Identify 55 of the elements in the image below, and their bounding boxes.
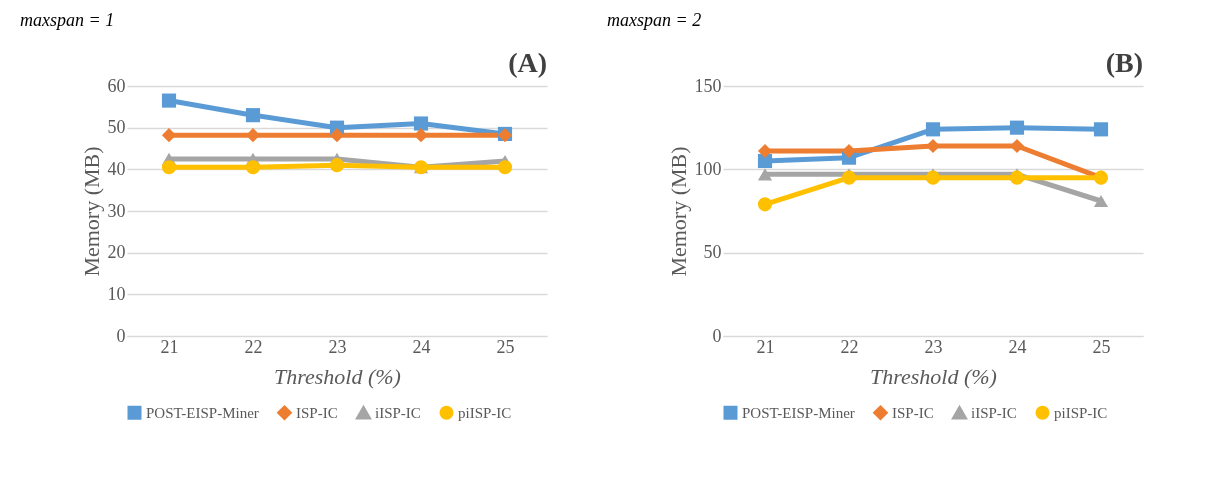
legend-label: POST-EISP-Miner [742,404,855,421]
point [161,160,177,175]
y-tick-label: 60 [107,75,126,96]
text: (B) [1105,47,1143,78]
point [161,93,177,108]
legend-label: ISP-IC [296,404,338,421]
point [757,197,773,212]
chart-title: maxspan = 2 [607,10,702,30]
x-tick-label: 24 [412,336,431,357]
text: (A) [508,47,547,78]
y-tick-label: 20 [107,242,126,263]
x-tick-label: 23 [924,336,943,357]
y-tick-label: 10 [107,283,126,304]
legend-label: piISP-IC [1054,404,1108,421]
x-tick-label: 25 [496,336,515,357]
chart-title: maxspan = 1 [20,10,115,30]
x-tick-label: 24 [1008,336,1027,357]
y-tick-label: 0 [712,325,722,346]
point [925,122,941,137]
point [245,108,261,123]
x-axis-title: Threshold (%) [274,363,401,389]
x-tick-label: 21 [160,336,179,357]
legend-label: piISP-IC [458,404,512,421]
point [1093,122,1109,137]
point [841,170,857,185]
x-axis-title: Threshold (%) [870,363,997,389]
point [413,116,429,131]
y-tick-label: 40 [107,158,126,179]
x-tick-label: 22 [244,336,263,357]
legend-label: iISP-IC [971,405,1017,422]
x-tick-label: 25 [1092,336,1111,357]
y-tick-label: 50 [703,242,722,263]
y-tick-label: 150 [694,75,722,96]
point [925,170,941,185]
point [329,158,345,173]
legend-label: POST-EISP-Miner [146,404,259,421]
legend-label: iISP-IC [375,405,421,422]
point [497,160,513,175]
legend-label: ISP-IC [892,404,934,421]
y-tick-label: 0 [116,325,126,346]
point [329,128,345,143]
x-tick-label: 23 [328,336,347,357]
x-tick-label: 21 [756,336,775,357]
point [1093,194,1109,208]
point [245,160,261,175]
point [1009,120,1025,135]
point [1009,170,1025,185]
point [841,143,857,159]
y-axis-title: Memory (MB) [665,146,691,277]
point [757,168,773,181]
y-tick-label: 50 [107,117,126,138]
y-axis-title: Memory (MB) [78,146,104,277]
y-tick-label: 30 [107,200,126,221]
y-tick-label: 100 [694,158,722,179]
x-tick-label: 22 [840,336,859,357]
